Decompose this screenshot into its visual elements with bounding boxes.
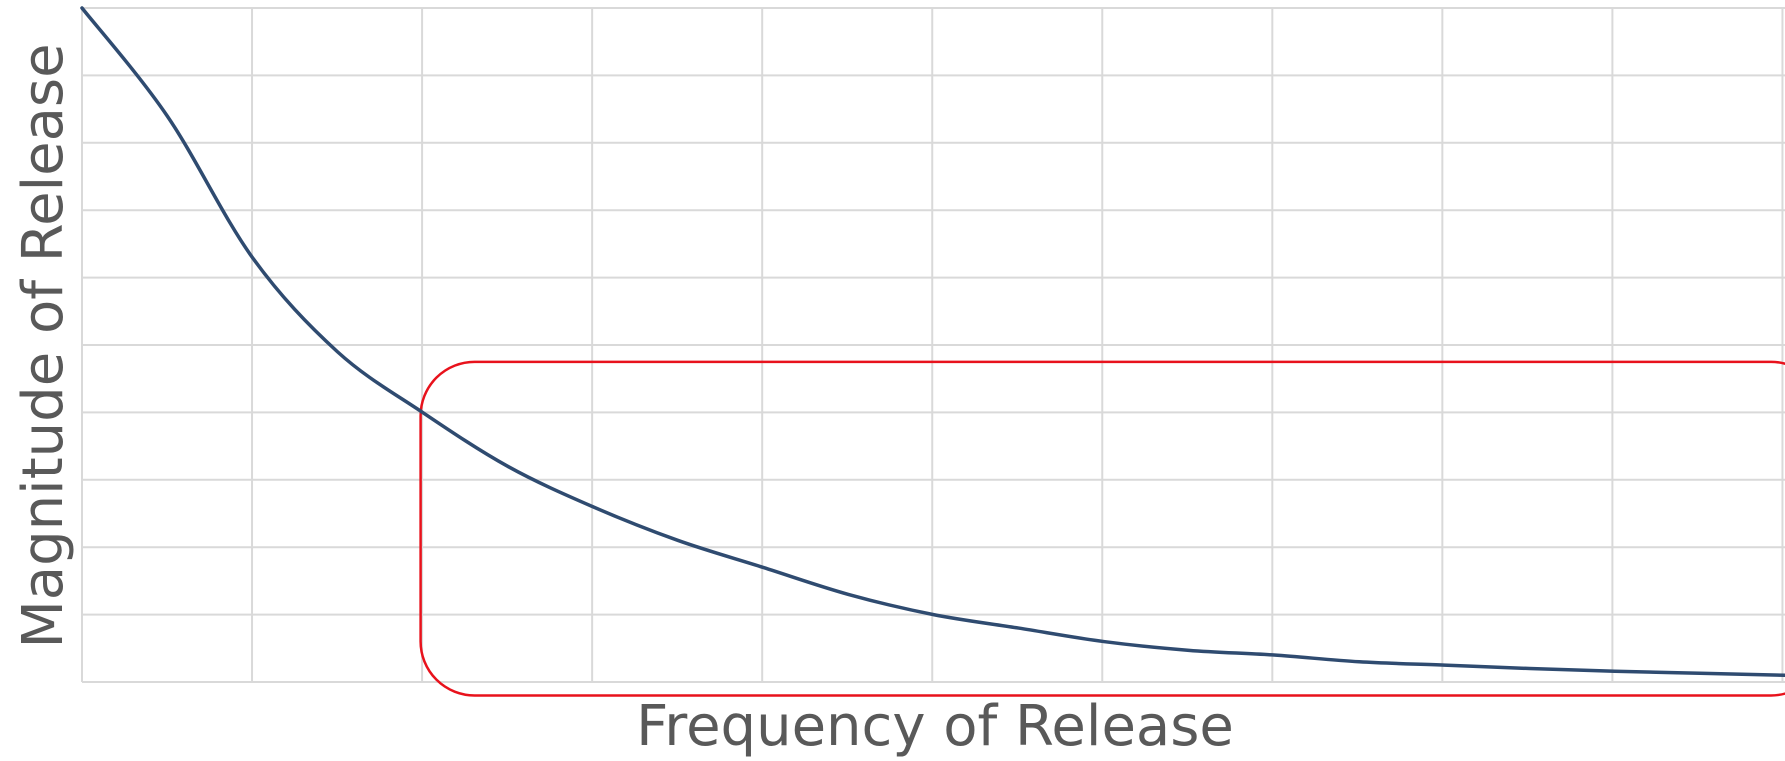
- grid: [81, 7, 1785, 683]
- y-axis-title: Magnitude of Release: [11, 43, 76, 648]
- x-axis-title: Frequency of Release: [636, 694, 1234, 759]
- highlight-rect: [419, 360, 1785, 697]
- highlight-region: [419, 360, 1785, 697]
- series-line: [80, 6, 1785, 678]
- series-group: [80, 6, 1785, 678]
